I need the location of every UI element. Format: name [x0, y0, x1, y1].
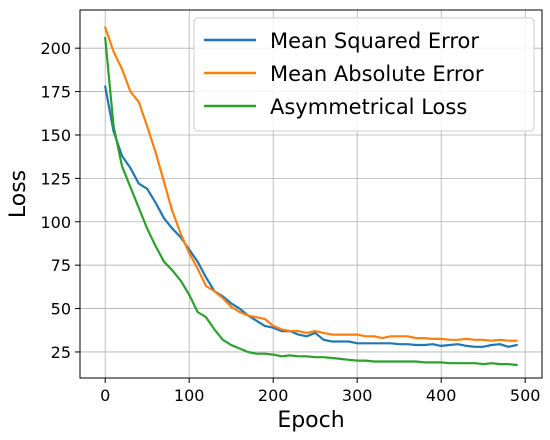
legend-label-mean-squared-error: Mean Squared Error: [270, 29, 479, 53]
y-tick-label: 25: [51, 343, 71, 362]
y-tick-label: 200: [40, 39, 71, 58]
series-group: [104, 26, 518, 367]
y-tick-label: 150: [40, 126, 71, 145]
x-tick-label: 500: [510, 386, 541, 405]
y-tick-label: 125: [40, 169, 71, 188]
legend: Mean Squared Error Mean Absolute Error Asy…: [193, 17, 535, 132]
x-tick-label: 100: [174, 386, 205, 405]
axis-ticks: 0 100 200 300 400 500 25 50 75 100 125 150 175 200: [40, 39, 540, 405]
x-axis-label: Epoch: [277, 408, 344, 433]
series-line-mean-absolute-error: [104, 26, 518, 342]
plot-frame: [79, 9, 543, 379]
y-axis-label: Loss: [6, 170, 31, 218]
legend-label-asymmetrical-loss: Asymmetrical Loss: [270, 95, 467, 119]
x-tick-label: 300: [342, 386, 373, 405]
x-tick-label: 400: [426, 386, 457, 405]
y-tick-label: 175: [40, 83, 71, 102]
y-tick-label: 50: [51, 300, 71, 319]
legend-label-mean-absolute-error: Mean Absolute Error: [270, 62, 484, 86]
legend-box: [193, 17, 535, 132]
x-tick-label: 0: [100, 386, 110, 405]
series-line-mean-squared-error: [104, 85, 518, 348]
x-tick-label: 200: [258, 386, 289, 405]
y-tick-label: 75: [51, 256, 71, 275]
series-line-asymmetrical-loss: [104, 36, 518, 367]
y-tick-label: 100: [40, 213, 71, 232]
